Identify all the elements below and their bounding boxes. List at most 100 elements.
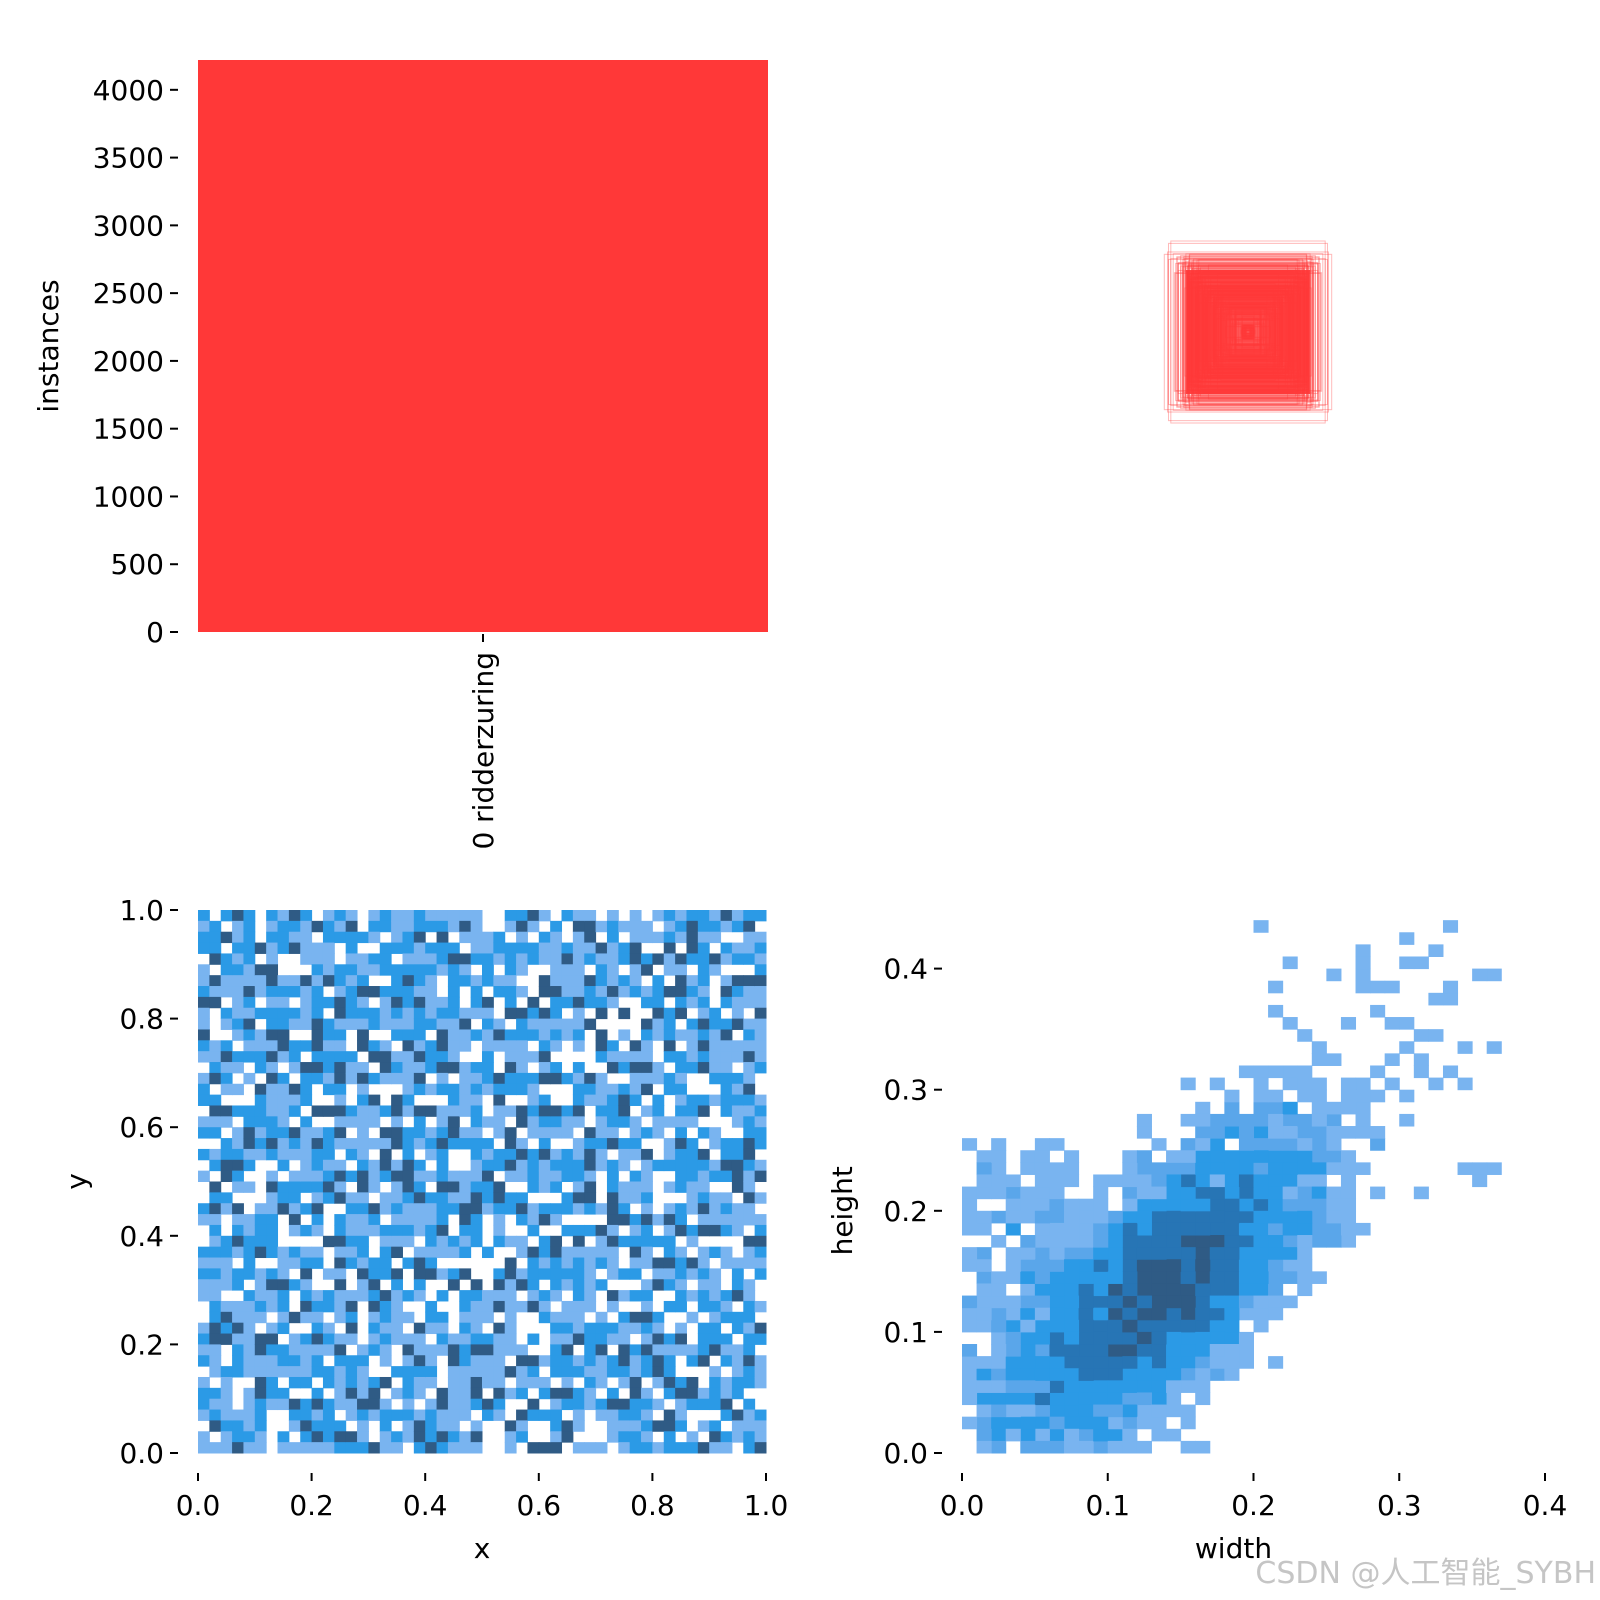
instances-ytick-label: 4000 bbox=[93, 74, 164, 107]
xy-bin bbox=[413, 1224, 426, 1237]
xy-bin bbox=[493, 1127, 506, 1139]
xy-bin bbox=[527, 1376, 540, 1389]
xy-bin bbox=[311, 1181, 324, 1193]
xy-bin bbox=[584, 1170, 597, 1182]
wh-bin bbox=[1224, 1089, 1240, 1103]
xy-bin bbox=[720, 1018, 733, 1030]
xy-bin bbox=[232, 1279, 244, 1291]
wh-bin bbox=[991, 1271, 1007, 1284]
xy-bin bbox=[447, 1431, 460, 1443]
xy-bin bbox=[743, 953, 756, 965]
xy-bin bbox=[357, 1279, 369, 1291]
xy-bin bbox=[720, 1409, 733, 1421]
xy-bin bbox=[697, 1300, 710, 1313]
wh-bin bbox=[1268, 1065, 1284, 1079]
xy-bin bbox=[618, 1192, 631, 1204]
xy-bin bbox=[368, 1203, 381, 1215]
xy-bin bbox=[243, 1105, 256, 1117]
xy-bin bbox=[641, 1355, 653, 1367]
xy-bin bbox=[561, 1376, 574, 1389]
bbox-rect bbox=[1183, 257, 1313, 407]
wh-bin bbox=[1064, 1198, 1080, 1212]
xy-bin bbox=[459, 1029, 472, 1041]
wh-bin bbox=[1049, 1392, 1065, 1406]
wh-bin bbox=[976, 1222, 992, 1236]
xy-bin bbox=[459, 1040, 472, 1052]
xy-bin bbox=[198, 1431, 210, 1443]
xy-bin bbox=[209, 1235, 222, 1248]
xy-bin bbox=[334, 1181, 347, 1193]
xy-bin bbox=[538, 1007, 551, 1020]
xy-bin bbox=[232, 996, 244, 1009]
wh-bin bbox=[1049, 1222, 1065, 1236]
xy-bin bbox=[561, 1398, 574, 1411]
xy-bin bbox=[300, 1224, 313, 1237]
xy-bin bbox=[254, 1409, 267, 1421]
xy-bin bbox=[697, 1018, 710, 1030]
xy-bin bbox=[402, 1355, 415, 1367]
wh-bin bbox=[1253, 1089, 1269, 1103]
xy-bin bbox=[357, 1181, 369, 1193]
wh-bin bbox=[1151, 1404, 1167, 1418]
xy-bin bbox=[504, 1159, 517, 1172]
xy-bin bbox=[504, 1235, 517, 1248]
bbox-rect bbox=[1182, 266, 1314, 398]
xy-bin bbox=[606, 1366, 619, 1378]
xy-bin bbox=[550, 1007, 563, 1020]
xy-bin bbox=[277, 1007, 290, 1020]
xy-bin bbox=[697, 1268, 710, 1280]
bbox-rect bbox=[1176, 256, 1320, 408]
xy-bin bbox=[345, 1246, 358, 1259]
xy-bin bbox=[413, 1290, 426, 1302]
xy-bin bbox=[322, 931, 335, 944]
xy-bin bbox=[209, 1181, 222, 1193]
xy-bin bbox=[447, 975, 460, 987]
wh-bin bbox=[1034, 1356, 1050, 1369]
xy-bin bbox=[232, 1333, 244, 1345]
wh-bin bbox=[1107, 1356, 1123, 1369]
wh-bin bbox=[1209, 1344, 1225, 1357]
xy-bin bbox=[595, 1366, 608, 1378]
xy-bin bbox=[459, 1246, 472, 1259]
xy-bin bbox=[357, 1224, 369, 1237]
xy-bin bbox=[697, 1170, 710, 1182]
xy-bin bbox=[266, 1355, 279, 1367]
xy-bin bbox=[482, 1040, 494, 1052]
wh-bin bbox=[1224, 1222, 1240, 1236]
xy-bin bbox=[584, 1398, 597, 1411]
xy-bin bbox=[334, 1366, 347, 1378]
wh-bin bbox=[1078, 1356, 1094, 1369]
wh-bin bbox=[991, 1138, 1007, 1151]
wh-bin bbox=[991, 1416, 1007, 1430]
xy-bin bbox=[618, 1007, 631, 1020]
xy-bin bbox=[379, 920, 392, 933]
xy-bin bbox=[504, 1203, 517, 1215]
xy-bin bbox=[697, 1007, 710, 1020]
xy-bin bbox=[447, 1116, 460, 1128]
wh-bin bbox=[1136, 1295, 1152, 1309]
xy-bin bbox=[459, 1007, 472, 1020]
xy-bin bbox=[527, 1072, 540, 1085]
xy-bin bbox=[436, 1138, 449, 1150]
xy-bin bbox=[618, 986, 631, 998]
xy-bin bbox=[288, 1279, 301, 1291]
xy-bin bbox=[595, 1344, 608, 1356]
xy-bin bbox=[436, 1170, 449, 1182]
xy-bin bbox=[220, 1398, 233, 1411]
xy-bin bbox=[391, 920, 403, 933]
wh-bin bbox=[962, 1368, 978, 1381]
wh-bin bbox=[1195, 1368, 1211, 1381]
xy-bin bbox=[300, 1094, 313, 1106]
wh-bin bbox=[1282, 1235, 1298, 1248]
xy-bin bbox=[470, 986, 483, 998]
xy-bin bbox=[504, 1290, 517, 1302]
xy-bin bbox=[743, 1203, 756, 1215]
xy-bin bbox=[379, 942, 392, 954]
wh-bin bbox=[1268, 1271, 1284, 1284]
xy-bin bbox=[572, 1203, 585, 1215]
wh-bin bbox=[1166, 1222, 1182, 1236]
xy-bin bbox=[300, 1203, 313, 1215]
wh-bin bbox=[1122, 1331, 1138, 1345]
wh-bin bbox=[976, 1428, 992, 1442]
xy-bin bbox=[368, 1224, 381, 1237]
